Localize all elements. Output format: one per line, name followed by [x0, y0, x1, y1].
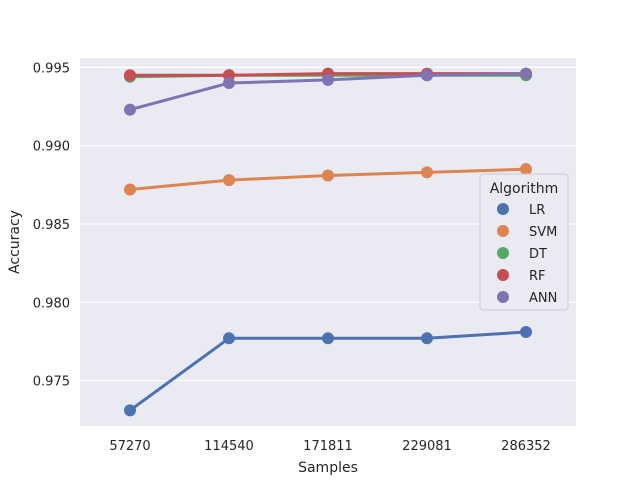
legend-marker-lr [497, 203, 509, 215]
legend-label-ann: ANN [529, 291, 557, 306]
x-axis-title: Samples [298, 460, 358, 476]
data-point-ann [322, 73, 334, 86]
series-ann [124, 67, 532, 116]
series-group [124, 67, 532, 417]
data-point-ann [421, 69, 433, 82]
y-tick-label: 0.985 [33, 218, 70, 233]
data-point-lr [124, 404, 136, 417]
series-svm [124, 163, 532, 196]
x-tick-label: 114540 [204, 439, 254, 454]
data-point-ann [124, 103, 136, 116]
data-point-lr [322, 332, 334, 345]
y-tick-label: 0.975 [33, 375, 70, 390]
data-point-svm [421, 166, 433, 179]
legend-title: Algorithm [490, 181, 559, 197]
data-point-lr [223, 332, 235, 345]
x-tick-label: 229081 [402, 439, 452, 454]
legend: Algorithm LR SVM DT RF ANN [479, 173, 569, 311]
data-point-svm [124, 183, 136, 196]
legend-label-rf: RF [529, 269, 546, 284]
data-point-svm [223, 174, 235, 187]
data-point-rf [124, 69, 136, 82]
y-tick-label: 0.995 [33, 61, 70, 76]
legend-label-dt: DT [529, 247, 547, 262]
y-tick-label: 0.990 [33, 140, 70, 155]
data-point-lr [520, 326, 532, 339]
x-tick-labels: 57270 114540 171811 229081 286352 [109, 439, 551, 454]
data-point-svm [322, 169, 334, 182]
data-point-svm [520, 163, 532, 176]
data-point-lr [421, 332, 433, 345]
y-axis-title: Accuracy [7, 210, 23, 274]
legend-marker-svm [497, 225, 509, 237]
legend-marker-ann [497, 291, 509, 303]
legend-marker-rf [497, 269, 509, 281]
series-lr [124, 326, 532, 417]
x-tick-label: 171811 [303, 439, 353, 454]
legend-label-svm: SVM [529, 225, 557, 240]
data-point-ann [520, 67, 532, 80]
data-point-ann [223, 77, 235, 90]
y-tick-label: 0.980 [33, 296, 70, 311]
legend-label-lr: LR [529, 203, 545, 218]
x-tick-label: 57270 [109, 439, 150, 454]
y-tick-labels: 0.975 0.980 0.985 0.990 0.995 [33, 61, 70, 389]
x-tick-label: 286352 [501, 439, 551, 454]
legend-marker-dt [497, 247, 509, 259]
